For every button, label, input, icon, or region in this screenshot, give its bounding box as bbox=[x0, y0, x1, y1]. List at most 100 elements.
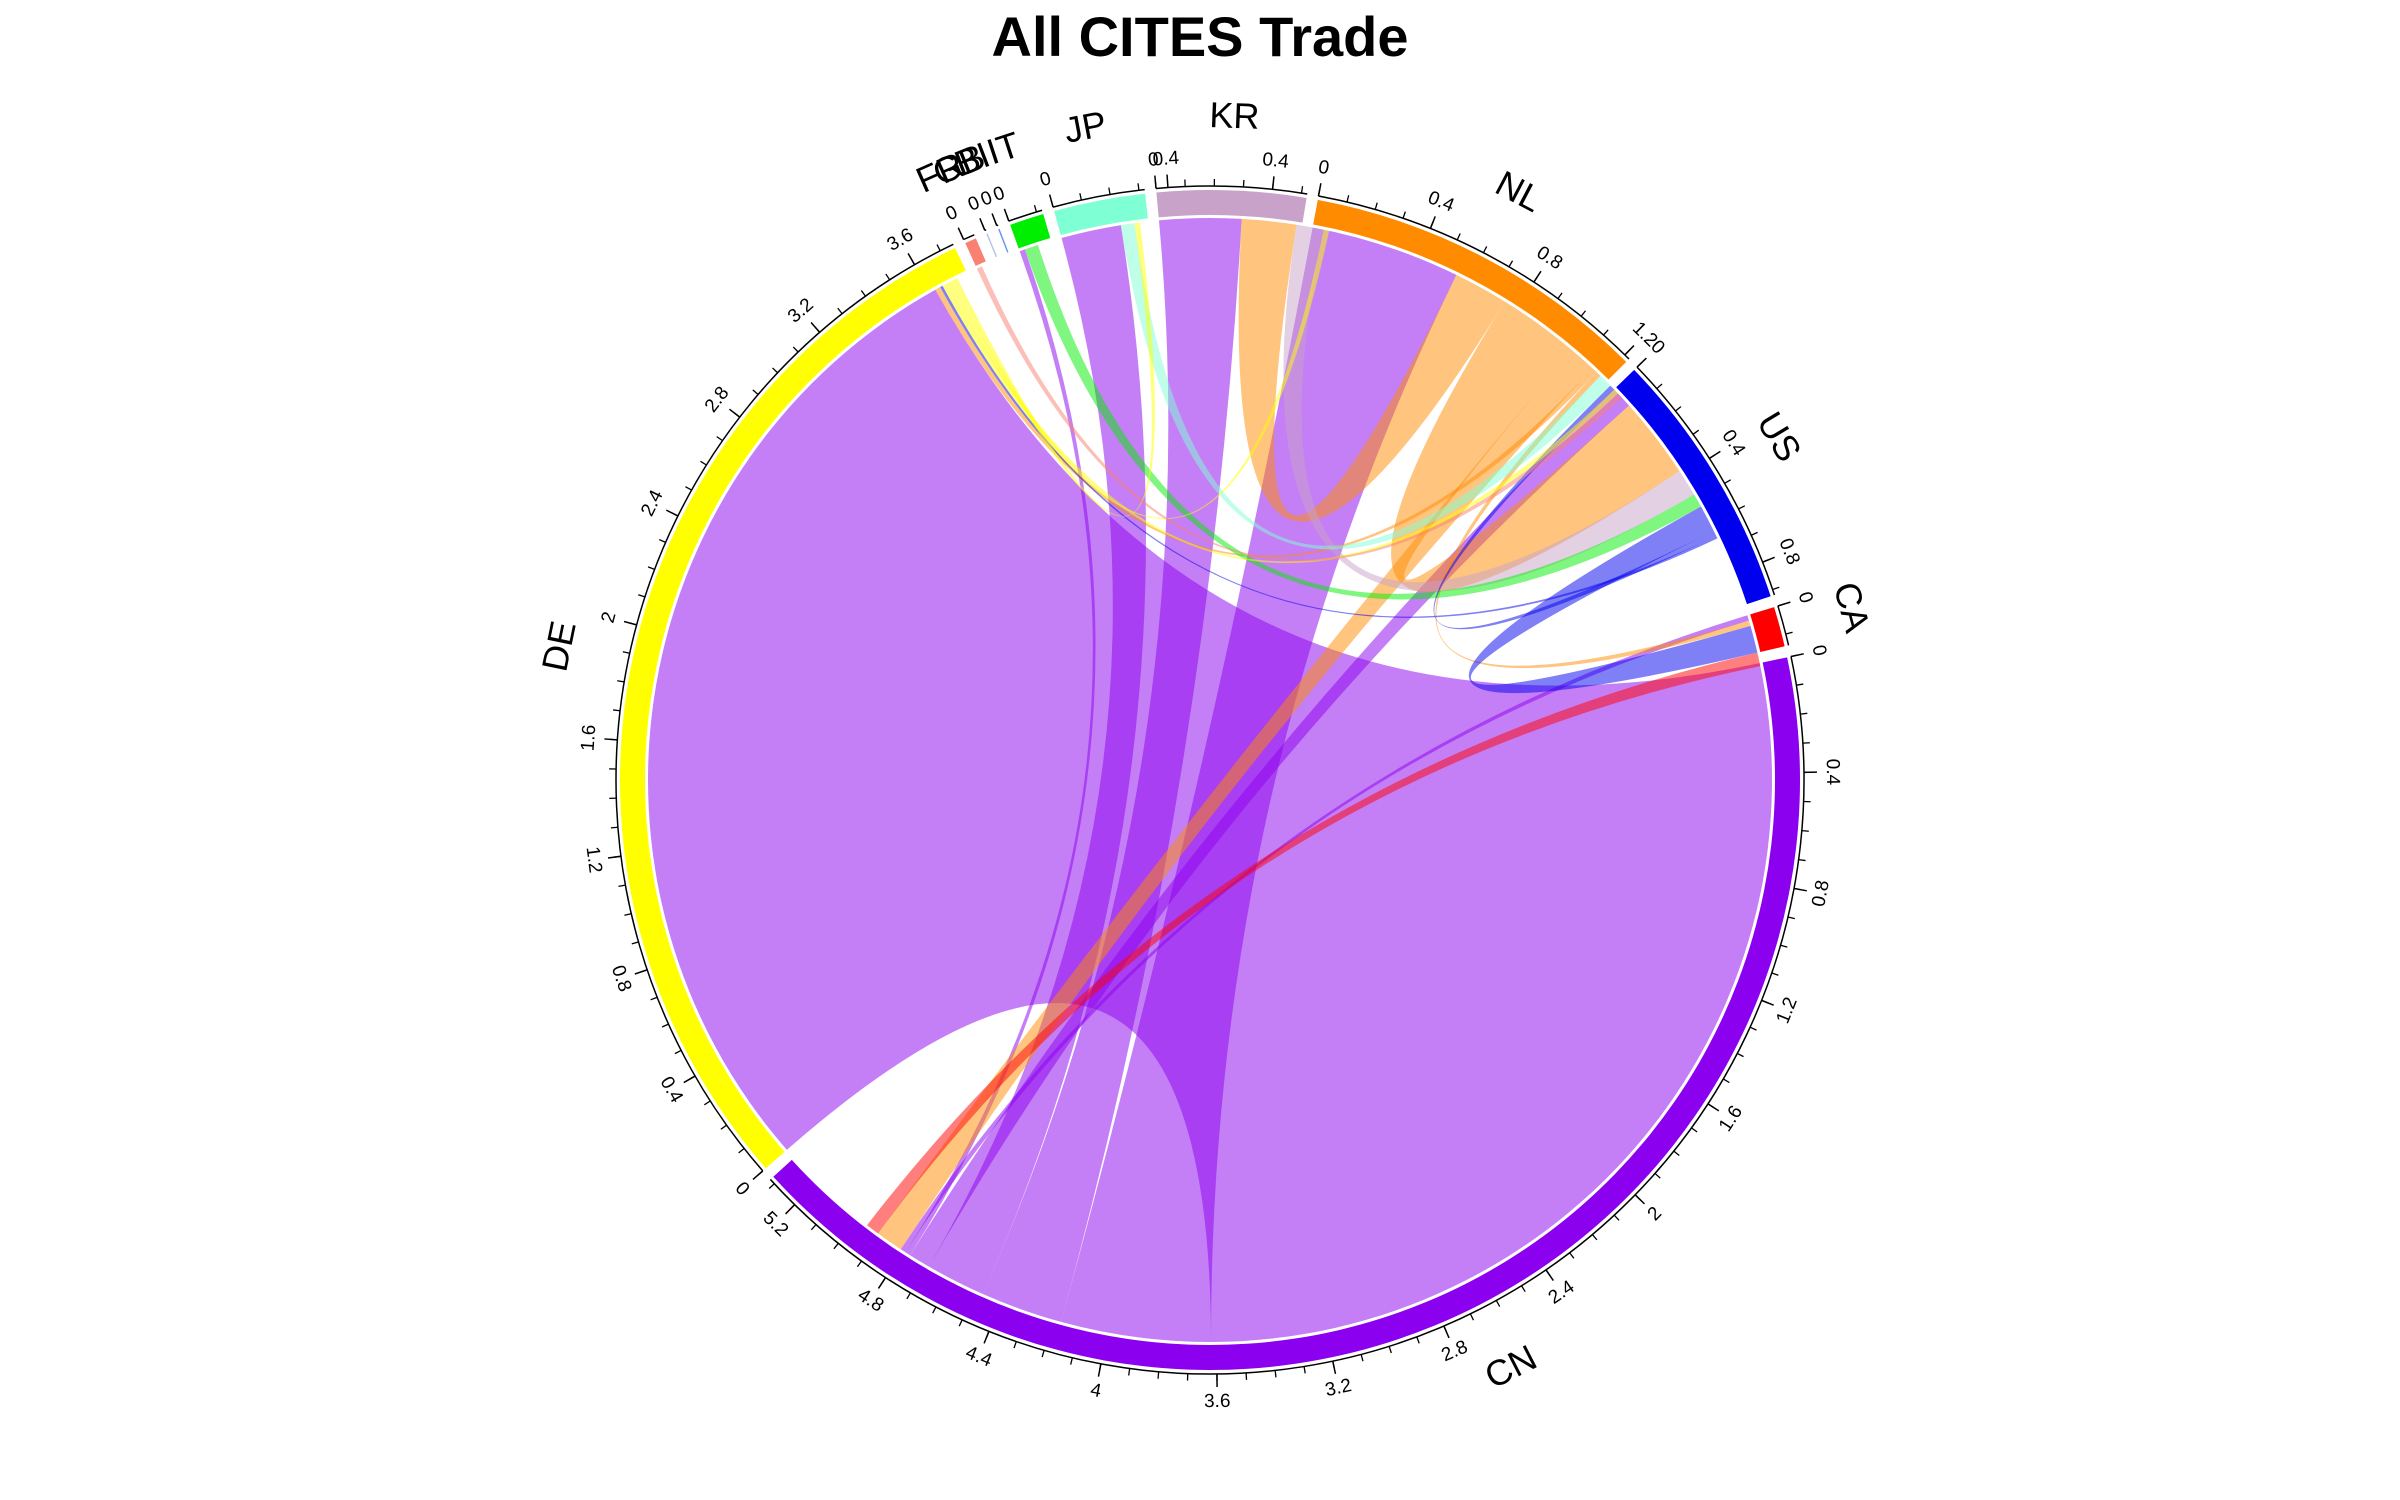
minor-tick bbox=[1108, 187, 1111, 195]
major-tick bbox=[1003, 208, 1010, 222]
minor-tick bbox=[1724, 479, 1732, 484]
minor-tick bbox=[1771, 972, 1779, 976]
axis-line-us bbox=[1636, 366, 1776, 596]
minor-tick bbox=[856, 1260, 863, 1268]
minor-tick bbox=[1787, 916, 1795, 920]
tick-label: 0 bbox=[943, 202, 961, 225]
minor-tick bbox=[658, 538, 666, 543]
minor-tick bbox=[958, 1319, 963, 1327]
tick-label: 2.4 bbox=[1545, 1276, 1579, 1309]
minor-tick bbox=[1157, 1371, 1160, 1379]
minor-tick bbox=[661, 1023, 669, 1028]
tick-label: 0.8 bbox=[1774, 536, 1803, 568]
major-tick bbox=[1761, 999, 1774, 1006]
tick-label: 0.8 bbox=[1808, 879, 1833, 909]
minor-tick bbox=[685, 486, 692, 491]
minor-tick bbox=[647, 566, 655, 570]
major-tick bbox=[665, 509, 679, 517]
sector-label-ca: CA bbox=[1826, 578, 1879, 637]
minor-tick bbox=[1801, 829, 1809, 832]
sector-de bbox=[620, 247, 966, 1169]
minor-tick bbox=[1070, 1357, 1073, 1365]
major-tick bbox=[1332, 1361, 1337, 1375]
minor-tick bbox=[1013, 1341, 1017, 1349]
minor-tick bbox=[1520, 1285, 1526, 1293]
minor-tick bbox=[1654, 1172, 1661, 1179]
minor-tick bbox=[638, 594, 646, 598]
sector-label-jp: JP bbox=[1061, 103, 1110, 151]
tick-label: 0 bbox=[731, 1178, 754, 1200]
minor-tick bbox=[1673, 1150, 1680, 1156]
tick-label: 2.4 bbox=[637, 486, 668, 519]
tick-label: 3.6 bbox=[884, 224, 917, 255]
major-tick bbox=[1777, 601, 1791, 607]
major-tick bbox=[1762, 556, 1775, 563]
minor-tick bbox=[1374, 202, 1378, 210]
minor-tick bbox=[1750, 531, 1758, 536]
minor-tick bbox=[810, 1224, 817, 1231]
major-tick bbox=[1624, 345, 1635, 356]
major-tick bbox=[983, 1331, 990, 1344]
sector-ca bbox=[1750, 607, 1785, 652]
minor-tick bbox=[613, 709, 621, 712]
sector-nl bbox=[1313, 199, 1627, 380]
minor-tick bbox=[768, 1183, 775, 1189]
minor-tick bbox=[624, 913, 632, 916]
major-tick bbox=[634, 969, 648, 975]
sector-label-de: DE bbox=[534, 617, 584, 674]
major-tick bbox=[991, 213, 998, 226]
minor-tick bbox=[1360, 1354, 1364, 1362]
axis-line-gb bbox=[984, 229, 987, 232]
sector-label-nl: NL bbox=[1489, 162, 1549, 220]
major-tick bbox=[623, 620, 637, 626]
major-tick bbox=[957, 227, 965, 240]
major-tick bbox=[1429, 216, 1436, 229]
minor-tick bbox=[860, 290, 866, 297]
sector-label-us: US bbox=[1749, 405, 1810, 469]
minor-tick bbox=[618, 884, 626, 888]
minor-tick bbox=[1508, 260, 1514, 268]
tick-label: 2.8 bbox=[1438, 1336, 1471, 1366]
tick-label: 1.6 bbox=[578, 724, 601, 752]
major-tick bbox=[1709, 450, 1721, 460]
tick-label: 0.4 bbox=[1261, 149, 1290, 173]
tick-label: 0 bbox=[1038, 168, 1054, 191]
tick-label: 4 bbox=[1089, 1380, 1104, 1403]
minor-tick bbox=[1137, 183, 1140, 191]
major-tick bbox=[683, 1075, 696, 1084]
tick-label: 0.8 bbox=[607, 963, 635, 995]
major-tick bbox=[785, 1204, 796, 1215]
minor-tick bbox=[1557, 292, 1563, 299]
major-tick bbox=[810, 321, 821, 333]
minor-tick bbox=[1469, 1313, 1475, 1321]
tick-label: 0 bbox=[1147, 149, 1159, 171]
minor-tick bbox=[1482, 246, 1488, 253]
minor-tick bbox=[617, 680, 625, 683]
minor-tick bbox=[1274, 1370, 1277, 1378]
axis-line-fr bbox=[963, 234, 975, 241]
sector-gb bbox=[986, 233, 998, 258]
minor-tick bbox=[1416, 1336, 1420, 1344]
minor-tick bbox=[906, 1292, 911, 1300]
minor-tick bbox=[833, 1242, 839, 1250]
minor-tick bbox=[674, 1049, 682, 1055]
tick-label: 2.8 bbox=[701, 383, 734, 417]
major-tick bbox=[1533, 270, 1542, 283]
major-tick bbox=[1048, 194, 1054, 208]
sector-bi bbox=[998, 228, 1009, 253]
tick-label: 3.2 bbox=[784, 294, 818, 327]
chord-link-nl-kr bbox=[1238, 218, 1505, 522]
minor-tick bbox=[1569, 1252, 1575, 1259]
tick-label: 1.2 bbox=[1773, 994, 1802, 1026]
chord-link-nl-us bbox=[1391, 301, 1680, 593]
minor-tick bbox=[738, 1147, 745, 1154]
minor-tick bbox=[1580, 310, 1587, 317]
axis-line-it bbox=[1008, 209, 1043, 222]
minor-tick bbox=[631, 941, 639, 945]
major-tick bbox=[877, 1277, 887, 1289]
major-tick bbox=[1166, 174, 1169, 188]
major-tick bbox=[607, 855, 622, 859]
major-tick bbox=[907, 253, 916, 266]
minor-tick bbox=[1613, 1214, 1620, 1221]
